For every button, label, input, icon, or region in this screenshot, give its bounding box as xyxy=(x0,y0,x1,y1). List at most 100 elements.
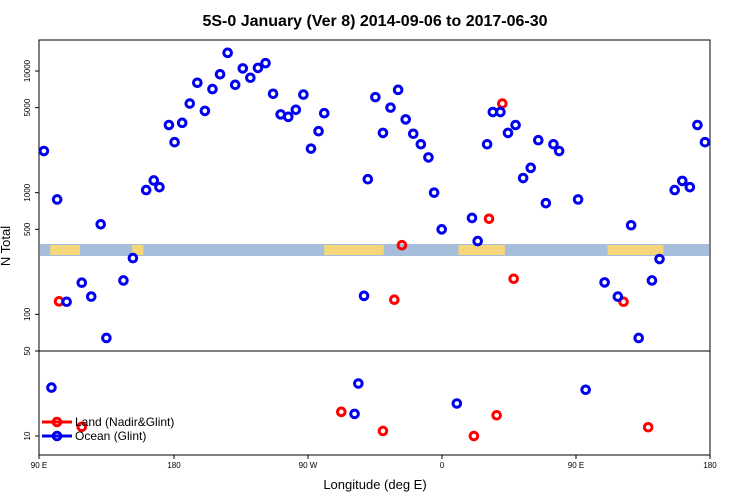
ocean-point xyxy=(199,105,211,117)
ocean-point xyxy=(46,382,57,393)
legend-label: Land (Nadir&Glint) xyxy=(75,415,174,429)
ocean-point xyxy=(245,72,256,84)
plot-border xyxy=(38,39,711,456)
ocean-point xyxy=(517,172,529,184)
ocean-point xyxy=(51,194,63,205)
ocean-point xyxy=(599,277,610,288)
ocean-point xyxy=(76,277,88,289)
ocean-point xyxy=(370,91,381,103)
y-tick-label: 100 xyxy=(23,307,32,321)
ocean-point xyxy=(625,219,637,231)
ocean-point xyxy=(222,47,233,59)
ocean-point xyxy=(407,128,419,140)
x-tick-label: 180 xyxy=(167,461,181,470)
ocean-point xyxy=(572,194,584,205)
ocean-point xyxy=(267,88,279,100)
land-patch xyxy=(607,245,664,255)
legend-label: Ocean (Glint) xyxy=(75,429,146,443)
ocean-point xyxy=(692,119,703,131)
y-tick-label: 500 xyxy=(23,222,32,236)
land-ocean-band xyxy=(40,244,709,256)
land-point xyxy=(76,421,88,433)
ocean-point xyxy=(533,134,544,146)
ocean-point xyxy=(633,332,645,344)
ocean-point xyxy=(38,145,50,157)
ocean-point xyxy=(290,104,302,116)
ocean-point xyxy=(502,127,514,139)
x-tick-label: 90 W xyxy=(299,461,318,470)
ocean-point xyxy=(95,218,107,230)
ocean-point xyxy=(423,152,434,163)
ocean-point xyxy=(353,378,364,389)
x-axis-label: Longitude (deg E) xyxy=(323,477,426,492)
ocean-point xyxy=(362,173,374,185)
land-point xyxy=(483,213,495,225)
ocean-point xyxy=(495,106,506,118)
ocean-point xyxy=(127,252,139,264)
legend: Land (Nadir&Glint)Ocean (Glint) xyxy=(42,415,174,443)
y-axis-label: N Total xyxy=(0,226,13,266)
ocean-point xyxy=(101,332,112,344)
ocean-point xyxy=(305,143,317,154)
ocean-point xyxy=(428,187,440,198)
ocean-point xyxy=(548,138,559,150)
ocean-point xyxy=(654,253,665,265)
y-tick-label: 10000 xyxy=(23,59,32,82)
land-point xyxy=(389,294,400,305)
ocean-point xyxy=(282,111,294,123)
ocean-point xyxy=(540,197,552,209)
ocean-point xyxy=(400,114,412,125)
ocean-point xyxy=(415,138,427,150)
ocean-point xyxy=(163,119,175,131)
plot-frame xyxy=(38,39,711,456)
land-point xyxy=(491,409,502,421)
ocean-point xyxy=(214,68,226,80)
x-tick-label: 90 E xyxy=(568,461,584,470)
ocean-point xyxy=(61,296,72,308)
land-point xyxy=(618,296,629,308)
ocean-point xyxy=(580,384,591,396)
ocean-point xyxy=(553,145,565,157)
land-point xyxy=(335,406,347,418)
ocean-point xyxy=(481,138,493,150)
ocean-point xyxy=(472,235,483,247)
ocean-point xyxy=(377,127,389,139)
land-point xyxy=(642,421,654,433)
ocean-point xyxy=(169,136,180,148)
ocean-point xyxy=(85,291,97,302)
ocean-point xyxy=(118,275,129,286)
ocean-point xyxy=(684,181,696,193)
land-patch xyxy=(132,245,144,255)
legend-marker xyxy=(51,430,63,442)
land-point xyxy=(508,273,519,285)
chart-title: 5S-0 January (Ver 8) 2014-09-06 to 2017-… xyxy=(202,13,547,30)
land-point xyxy=(396,239,408,251)
ocean-point xyxy=(176,117,188,129)
x-tick-label: 90 E xyxy=(31,461,47,470)
ocean-point xyxy=(192,77,203,89)
ocean-point xyxy=(184,98,196,109)
legend-marker xyxy=(51,416,63,428)
ocean-point xyxy=(699,136,711,148)
ocean-point xyxy=(669,184,680,196)
land-patch xyxy=(50,245,81,255)
ocean-point xyxy=(298,89,309,100)
ocean-point xyxy=(148,175,160,186)
ocean-point xyxy=(140,184,152,196)
y-axis: 10000 5000 1000 500 100 50 10 xyxy=(23,59,39,440)
ocean-point xyxy=(252,62,264,74)
ocean-point xyxy=(646,275,658,286)
ocean-point xyxy=(451,398,463,409)
ocean-point xyxy=(392,84,404,96)
ocean-point xyxy=(525,162,537,174)
ocean-point xyxy=(358,290,370,302)
ocean-point xyxy=(318,107,330,119)
ocean-point xyxy=(349,408,360,420)
ocean-point xyxy=(229,79,241,91)
ocean-point xyxy=(510,119,521,131)
ocean-point xyxy=(436,224,447,235)
ocean-point xyxy=(612,291,624,302)
x-axis: 90 E 180 90 W 0 90 E 180 xyxy=(31,455,717,470)
y-tick-label: 1000 xyxy=(23,183,32,201)
